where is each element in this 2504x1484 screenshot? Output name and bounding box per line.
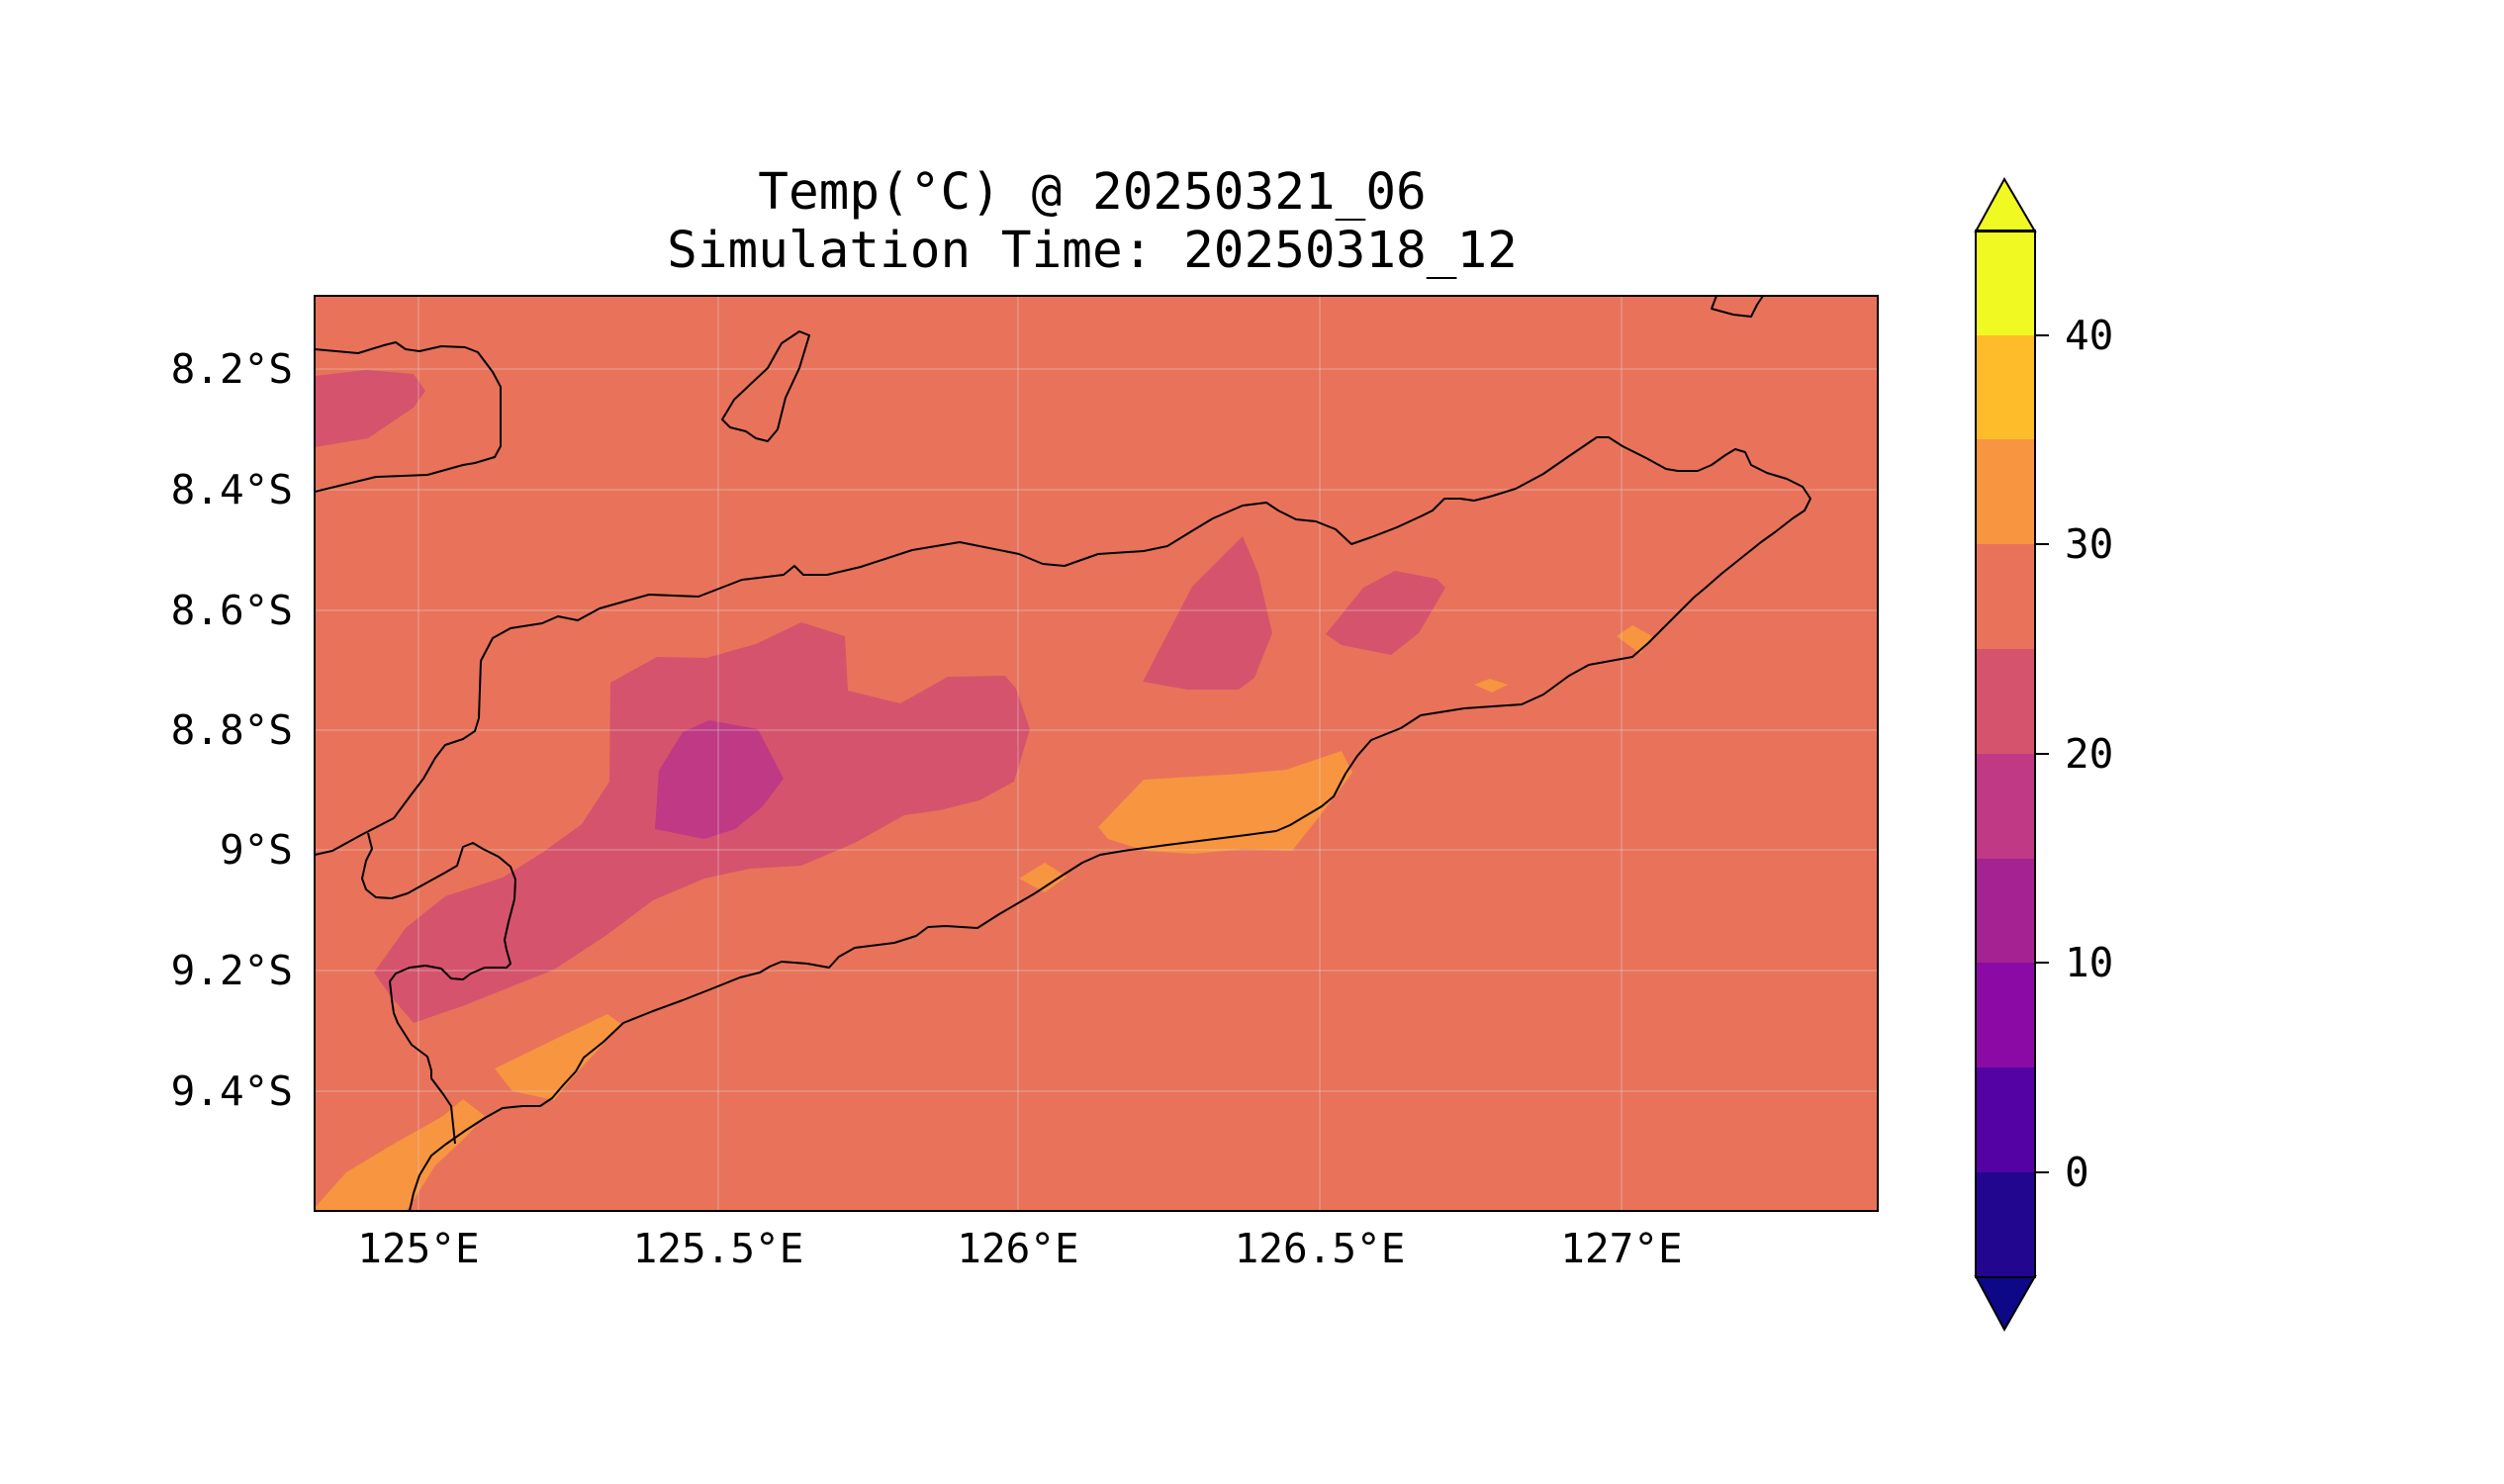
coastline-northeast-islet	[1711, 296, 1764, 318]
colorbar-segment-10-15	[1976, 858, 2035, 963]
contour-30-35-small-b	[1474, 679, 1508, 693]
colorbar-label-0: 0	[2065, 1149, 2089, 1196]
temperature-contours	[315, 370, 1652, 1211]
colorbar	[1974, 176, 2049, 1333]
colorbar-segment-15-20	[1976, 754, 2035, 859]
lon-tick-label-127E: 127°E	[1560, 1225, 1683, 1272]
contour-30-35-small-a	[1019, 863, 1067, 892]
contour-20-25-northwest	[315, 370, 425, 447]
lat-tick-label-8.8S: 8.8°S	[170, 706, 293, 754]
contour-30-35-mid	[1098, 751, 1352, 854]
lat-tick-label-8.6S: 8.6°S	[170, 587, 293, 634]
colorbar-extend-max	[1974, 176, 2037, 232]
contour-30-35-southwest-corner	[315, 1099, 485, 1211]
colorbar-segment-30-35	[1976, 439, 2035, 544]
map-plot-area	[315, 296, 1878, 1211]
colorbar-segment-40-45	[1976, 231, 2035, 335]
title-line-2: Simulation Time: 20250318_12	[667, 222, 1518, 280]
colorbar-extend-min	[1974, 1275, 2037, 1333]
coastline-timor-north	[315, 436, 1811, 1211]
contour-15-20-core	[655, 720, 784, 839]
colorbar-label-10: 10	[2065, 939, 2114, 986]
map-frame	[314, 295, 1879, 1212]
colorbar-segment-25-30	[1976, 544, 2035, 649]
contour-20-25-east-a	[1143, 536, 1272, 690]
colorbar-label-20: 20	[2065, 730, 2114, 778]
coastline-north-island	[315, 341, 502, 493]
lat-tick-label-9.2S: 9.2°S	[170, 947, 293, 994]
coastline-small-island	[721, 330, 810, 442]
colorbar-segment-minus5-0	[1976, 1172, 2035, 1277]
colorbar-label-40: 40	[2065, 312, 2114, 359]
lon-tick-label-125.5E: 125.5°E	[632, 1225, 804, 1272]
colorbar-segment-20-25	[1976, 649, 2035, 754]
lat-tick-label-8.2S: 8.2°S	[170, 345, 293, 393]
title-line-1: Temp(°C) @ 20250321_06	[758, 163, 1427, 222]
lat-tick-label-8.4S: 8.4°S	[170, 466, 293, 513]
contour-20-25-east-b	[1326, 571, 1445, 655]
coastlines	[315, 296, 1811, 1211]
contour-30-35-southwest	[495, 1014, 621, 1100]
plot-title: Temp(°C) @ 20250321_06 Simulation Time: …	[311, 163, 1874, 280]
gridlines	[315, 296, 1878, 1211]
lon-tick-label-126.5E: 126.5°E	[1234, 1225, 1406, 1272]
lat-tick-label-9S: 9°S	[219, 826, 293, 874]
colorbar-segment-35-40	[1976, 334, 2035, 439]
colorbar-label-30: 30	[2065, 520, 2114, 568]
lon-tick-label-125E: 125°E	[357, 1225, 480, 1272]
colorbar-ticks	[2035, 334, 2049, 1173]
lon-tick-label-126E: 126°E	[957, 1225, 1079, 1272]
lat-tick-label-9.4S: 9.4°S	[170, 1067, 293, 1115]
colorbar-segment-5-10	[1976, 963, 2035, 1067]
colorbar-segment-0-5	[1976, 1067, 2035, 1172]
coastline-oecusse-border	[361, 832, 516, 1145]
